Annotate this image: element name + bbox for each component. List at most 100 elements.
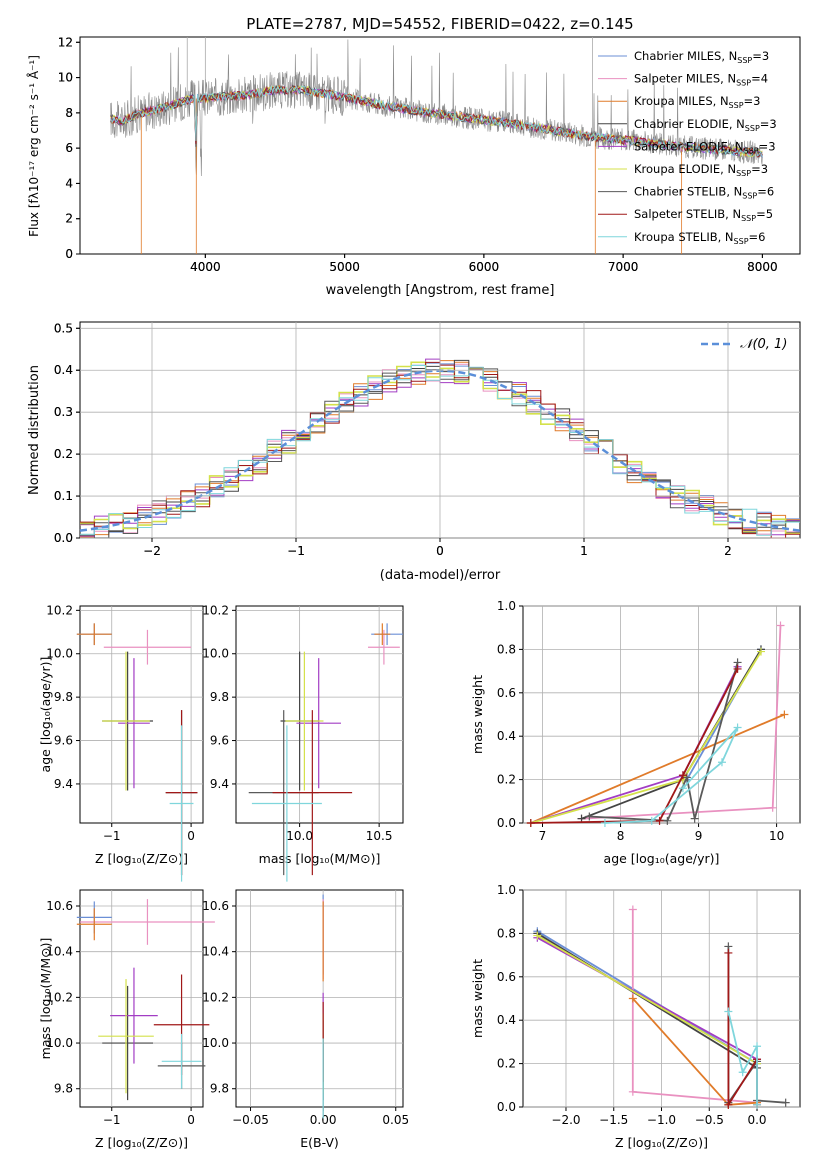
weight-age-marker bbox=[768, 803, 777, 812]
y-tick-label: 0.6 bbox=[497, 970, 516, 984]
x-tick-label: 8 bbox=[617, 829, 625, 843]
legend-count: =4 bbox=[751, 72, 768, 86]
x-axis-label: Z [log₁₀(Z/Z⊙)] bbox=[95, 1135, 188, 1150]
legend-sub: SSP bbox=[742, 192, 757, 201]
x-tick-label: 5000 bbox=[329, 260, 360, 274]
y-tick-label: 0.4 bbox=[54, 363, 73, 377]
y-tick-label: 2 bbox=[65, 212, 73, 226]
y-axis-label: mass weight bbox=[470, 959, 485, 1038]
legend-count: =3 bbox=[744, 94, 761, 108]
legend-count: =6 bbox=[757, 185, 774, 199]
panel-weight-vs-age: 7 8 9 10 0.0 0.2 0.4 0.6 0.8 1.0 age [log₁₀(age/yr… bbox=[470, 599, 801, 866]
y-tick-label: 9.8 bbox=[210, 1082, 229, 1096]
y-tick-label: 0.8 bbox=[497, 642, 516, 656]
x-tick-label: 2 bbox=[724, 544, 732, 558]
residuals-legend-label: 𝒩(0, 1) bbox=[740, 337, 787, 352]
residuals-y-ticks: −2 −1 0 1 2 0.0 0.1 0.2 0.3 0.4 0.5 bbox=[54, 321, 732, 558]
spectrum-y-ticks: 4000 5000 6000 7000 8000 0 2 4 6 8 10 12 bbox=[58, 35, 778, 274]
legend-name: Kroupa MILES, N bbox=[634, 94, 729, 108]
spectrum-x-label: wavelength [Angstrom, rest frame] bbox=[326, 283, 555, 298]
spectrum-y-label: Flux [fλ10⁻¹⁷ erg cm⁻² s⁻¹ Å⁻¹] bbox=[26, 55, 41, 237]
y-tick-label: 0.5 bbox=[54, 321, 73, 335]
y-tick-label: 2 bbox=[65, 212, 73, 226]
residuals-x-label: (data-model)/error bbox=[380, 568, 501, 583]
x-tick-label: 2 bbox=[724, 544, 732, 558]
panel-weight-vs-Z: −2.0 −1.5 −1.0 −0.5 0.0 0.0 0.2 0.4 0.6 0.8 1.0 Z [… bbox=[470, 883, 801, 1150]
y-tick-label: 0.4 bbox=[497, 729, 516, 743]
x-tick-label: 10 bbox=[769, 829, 784, 843]
spectrum-x-ticks: 4000 5000 6000 7000 8000 0 2 4 6 8 10 12 bbox=[58, 35, 778, 274]
x-tick-label: 7000 bbox=[608, 260, 639, 274]
residuals-x-ticks: −2 −1 0 1 2 0.0 0.1 0.2 0.3 0.4 0.5 bbox=[54, 321, 800, 558]
weight-Z-marker bbox=[628, 994, 637, 1003]
x-tick-label: 0 bbox=[436, 544, 444, 558]
weight-Z-line bbox=[631, 909, 758, 1104]
spectrum-axes-frame bbox=[79, 36, 801, 255]
y-tick-label: 10 bbox=[58, 71, 73, 85]
weight-Z-marker bbox=[628, 1087, 637, 1096]
model-spectrum-line bbox=[110, 85, 763, 158]
weight-age-marker bbox=[600, 819, 609, 827]
y-tick-label: 0.1 bbox=[54, 489, 73, 503]
x-tick-label: 4000 bbox=[190, 260, 221, 274]
legend-label: Chabrier ELODIE, NSSP=3 bbox=[634, 117, 777, 133]
legend-label: Salpeter MILES, NSSP=4 bbox=[634, 72, 768, 88]
x-tick-label: 7000 bbox=[608, 260, 639, 274]
y-tick-label: 10 bbox=[58, 71, 73, 85]
weight-age-marker bbox=[678, 771, 687, 780]
y-tick-label: 10.6 bbox=[46, 899, 73, 913]
x-tick-label: 9 bbox=[695, 829, 703, 843]
legend-count: =3 bbox=[759, 139, 776, 153]
x-tick-label: −1 bbox=[287, 544, 305, 558]
y-tick-label: 4 bbox=[65, 176, 73, 190]
y-axis-label: age [log₁₀(age/yr)] bbox=[38, 657, 53, 773]
panel-age-vs-Z: −1 0 9.4 9.6 9.8 10.0 10.2 Z [log₁₀(Z/Z⊙)] age [… bbox=[38, 603, 204, 882]
y-tick-label: 10.2 bbox=[202, 603, 229, 617]
y-tick-label: 0 bbox=[65, 247, 73, 261]
legend-count: =6 bbox=[749, 230, 766, 244]
y-tick-label: 9.8 bbox=[210, 690, 229, 704]
legend-name: Kroupa ELODIE, N bbox=[634, 162, 736, 176]
y-tick-label: 12 bbox=[58, 35, 73, 49]
x-tick-label: 8000 bbox=[747, 260, 778, 274]
weight-age-marker bbox=[756, 647, 765, 656]
weight-Z-marker bbox=[738, 1068, 747, 1077]
legend-count: =3 bbox=[751, 162, 768, 176]
y-tick-label: 10.2 bbox=[46, 603, 73, 617]
weight-age-marker bbox=[585, 812, 594, 821]
x-axis-label: E(B-V) bbox=[300, 1135, 339, 1150]
x-tick-label: 7 bbox=[539, 829, 547, 843]
weight-age-marker bbox=[663, 816, 672, 825]
y-tick-label: 10.0 bbox=[202, 1036, 229, 1050]
y-tick-label: 12 bbox=[58, 35, 73, 49]
weight-Z-marker bbox=[724, 948, 733, 957]
legend-count: =5 bbox=[756, 207, 773, 221]
axes-frame bbox=[522, 605, 801, 824]
y-tick-label: 0.0 bbox=[54, 531, 73, 545]
spectrum-plot-area bbox=[110, 37, 763, 254]
legend-label: Chabrier STELIB, NSSP=6 bbox=[634, 185, 774, 201]
legend-name: Kroupa STELIB, N bbox=[634, 230, 734, 244]
residuals-legend: 𝒩(0, 1) bbox=[701, 337, 787, 352]
legend-name: Salpeter ELODIE, N bbox=[634, 139, 744, 153]
weight-Z-line bbox=[727, 1011, 758, 1105]
weight-Z-marker bbox=[724, 1100, 733, 1109]
axes-frame bbox=[79, 889, 204, 1108]
panel-age-vs-mass: 10.0 10.5 9.4 9.6 9.8 10.0 10.2 mass [log₁₀(M/M… bbox=[202, 603, 404, 882]
weight-Z-marker bbox=[781, 1098, 790, 1107]
y-tick-label: 9.6 bbox=[210, 734, 229, 748]
y-tick-label: 10.0 bbox=[46, 647, 73, 661]
weight-age-marker bbox=[780, 710, 789, 719]
y-tick-label: 10.4 bbox=[202, 945, 229, 959]
weight-age-marker bbox=[647, 816, 656, 825]
x-tick-label: −1 bbox=[103, 1113, 121, 1127]
x-tick-label: 0 bbox=[436, 544, 444, 558]
legend-name: Salpeter STELIB, N bbox=[634, 207, 741, 221]
y-tick-label: 9.8 bbox=[54, 1082, 73, 1096]
y-tick-label: 0.6 bbox=[497, 686, 516, 700]
weight-age-line bbox=[530, 713, 785, 824]
y-tick-label: 0.8 bbox=[497, 926, 516, 940]
weight-age-line bbox=[530, 651, 762, 824]
legend-name: Chabrier STELIB, N bbox=[634, 185, 742, 199]
